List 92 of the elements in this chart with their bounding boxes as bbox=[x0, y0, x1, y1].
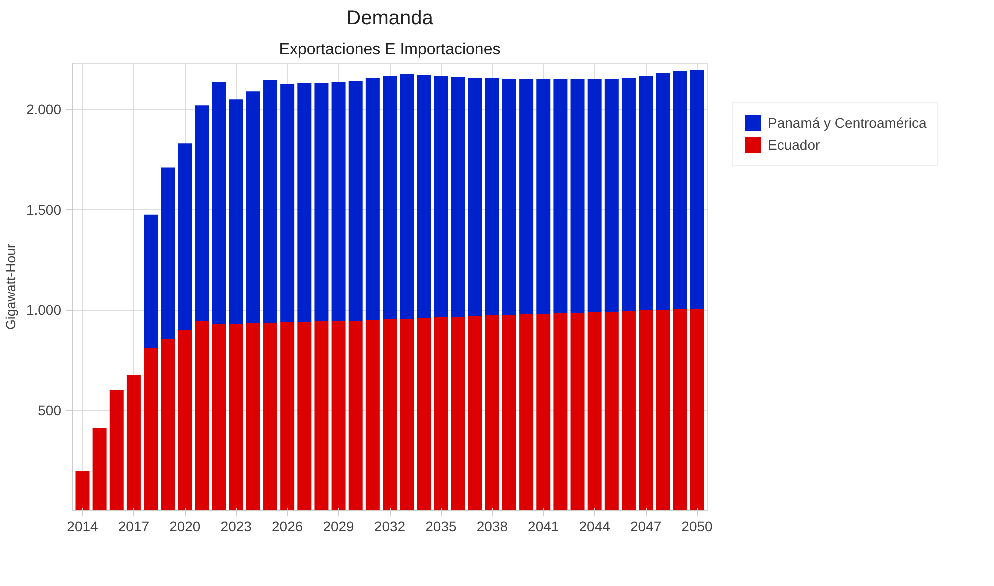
bar bbox=[280, 322, 295, 510]
bar bbox=[451, 317, 466, 510]
x-tick-label: 2038 bbox=[476, 518, 508, 534]
bar bbox=[485, 78, 500, 316]
bar bbox=[332, 82, 346, 322]
bar bbox=[229, 324, 244, 510]
bar bbox=[604, 80, 619, 312]
bar bbox=[314, 321, 329, 510]
bar bbox=[212, 82, 226, 324]
x-tick-label: 2044 bbox=[579, 518, 611, 534]
bar bbox=[314, 84, 329, 322]
x-tick-label: 2047 bbox=[630, 518, 662, 534]
x-tick-label: 2032 bbox=[374, 518, 406, 534]
x-tick-label: 2014 bbox=[67, 518, 99, 534]
bar bbox=[298, 322, 312, 510]
bar bbox=[451, 78, 466, 318]
y-tick-label: 1.500 bbox=[26, 202, 62, 218]
legend-label: Panamá y Centroamérica bbox=[768, 115, 927, 131]
bar bbox=[332, 321, 346, 510]
bar bbox=[110, 390, 124, 510]
y-axis-title: Gigawatt-Hour bbox=[3, 243, 18, 330]
x-tick-label: 2023 bbox=[220, 518, 252, 534]
bar bbox=[520, 314, 534, 510]
bar bbox=[264, 80, 278, 324]
bar bbox=[673, 72, 688, 310]
x-tick-label: 2035 bbox=[426, 518, 457, 534]
bar bbox=[298, 84, 312, 322]
bar bbox=[280, 84, 295, 322]
bar bbox=[76, 471, 90, 510]
bar bbox=[348, 82, 363, 322]
bar bbox=[264, 323, 278, 510]
bar bbox=[673, 309, 688, 510]
bar bbox=[570, 313, 585, 510]
bar bbox=[246, 323, 260, 510]
bar bbox=[126, 375, 141, 510]
bar bbox=[690, 309, 704, 510]
bar bbox=[400, 319, 414, 510]
y-tick-label: 2.000 bbox=[26, 102, 62, 118]
bar bbox=[502, 315, 516, 510]
bar bbox=[604, 312, 619, 510]
bar bbox=[656, 310, 670, 510]
bar bbox=[195, 321, 210, 510]
bar bbox=[554, 313, 568, 510]
bar bbox=[212, 324, 226, 510]
bar bbox=[434, 76, 448, 318]
x-tick-label: 2029 bbox=[323, 518, 355, 534]
bar bbox=[468, 78, 482, 316]
bar bbox=[622, 311, 636, 510]
bar bbox=[588, 80, 602, 312]
bar bbox=[622, 78, 636, 312]
bar bbox=[570, 80, 585, 314]
bar bbox=[366, 78, 380, 320]
bar bbox=[536, 314, 551, 510]
bar bbox=[639, 310, 654, 510]
bar bbox=[656, 74, 670, 310]
bar bbox=[229, 100, 244, 324]
bar bbox=[246, 92, 260, 324]
bar bbox=[366, 320, 380, 510]
bar bbox=[639, 76, 654, 310]
x-tick-label: 2041 bbox=[528, 518, 560, 534]
bar bbox=[434, 317, 448, 510]
bar bbox=[178, 144, 192, 330]
bar bbox=[348, 321, 363, 510]
bar bbox=[520, 80, 534, 314]
bar bbox=[536, 80, 551, 314]
y-tick-label: 500 bbox=[38, 402, 62, 418]
bar bbox=[161, 339, 176, 510]
bar bbox=[554, 80, 568, 314]
x-tick-label: 2050 bbox=[682, 518, 714, 534]
y-tick-label: 1.000 bbox=[26, 302, 62, 318]
bar bbox=[502, 80, 516, 316]
x-tick-label: 2026 bbox=[272, 518, 304, 534]
x-tick-label: 2017 bbox=[118, 518, 150, 534]
bar bbox=[468, 316, 482, 510]
bar bbox=[417, 76, 432, 318]
bar bbox=[690, 70, 704, 310]
legend-label: Ecuador bbox=[768, 137, 820, 153]
bar bbox=[161, 168, 176, 340]
bar bbox=[178, 330, 192, 510]
bar bbox=[400, 74, 414, 320]
chart-title: Demanda bbox=[346, 8, 434, 30]
bar bbox=[485, 315, 500, 510]
bar bbox=[195, 106, 210, 322]
x-tick-label: 2020 bbox=[170, 518, 201, 534]
bar bbox=[144, 348, 158, 510]
bar bbox=[383, 76, 397, 320]
bar bbox=[144, 214, 158, 348]
bar bbox=[92, 428, 107, 510]
bar bbox=[383, 319, 397, 510]
bar bbox=[588, 312, 602, 510]
bar bbox=[417, 318, 432, 510]
chart-subtitle: Exportaciones E Importaciones bbox=[279, 42, 501, 58]
